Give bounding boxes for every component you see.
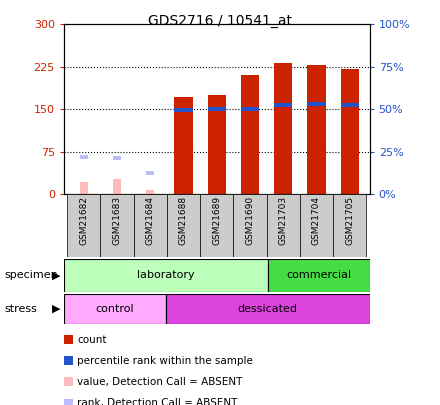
- Bar: [307, 102, 326, 106]
- Text: GSM21690: GSM21690: [246, 196, 254, 245]
- Text: dessicated: dessicated: [238, 304, 298, 314]
- Bar: [233, 194, 267, 257]
- Text: ▶: ▶: [51, 304, 60, 314]
- Bar: [100, 194, 134, 257]
- Text: GSM21704: GSM21704: [312, 196, 321, 245]
- Bar: [241, 75, 259, 194]
- Text: GSM21703: GSM21703: [279, 196, 288, 245]
- Bar: [241, 107, 259, 111]
- Bar: [208, 95, 226, 194]
- Bar: [146, 190, 154, 194]
- Bar: [341, 103, 359, 107]
- Bar: [113, 179, 121, 194]
- Text: commercial: commercial: [286, 271, 351, 280]
- Bar: [174, 109, 193, 113]
- Text: GSM21705: GSM21705: [345, 196, 354, 245]
- Bar: [113, 156, 121, 160]
- Text: GSM21688: GSM21688: [179, 196, 188, 245]
- Bar: [64, 294, 166, 324]
- Bar: [300, 194, 333, 257]
- Bar: [268, 259, 370, 292]
- Bar: [307, 65, 326, 194]
- Bar: [166, 294, 370, 324]
- Text: value, Detection Call = ABSENT: value, Detection Call = ABSENT: [77, 377, 242, 387]
- Bar: [80, 182, 88, 194]
- Bar: [267, 194, 300, 257]
- Bar: [200, 194, 233, 257]
- Bar: [333, 194, 366, 257]
- Text: ▶: ▶: [51, 271, 60, 280]
- Text: laboratory: laboratory: [137, 271, 194, 280]
- Bar: [167, 194, 200, 257]
- Text: GSM21683: GSM21683: [113, 196, 121, 245]
- Bar: [80, 155, 88, 159]
- Bar: [208, 107, 226, 111]
- Text: GSM21689: GSM21689: [212, 196, 221, 245]
- Bar: [134, 194, 167, 257]
- Bar: [64, 259, 268, 292]
- Text: control: control: [95, 304, 134, 314]
- Text: count: count: [77, 335, 106, 345]
- Text: specimen: specimen: [4, 271, 58, 280]
- Text: GSM21684: GSM21684: [146, 196, 155, 245]
- Text: stress: stress: [4, 304, 37, 314]
- Bar: [274, 103, 292, 107]
- Bar: [341, 68, 359, 194]
- Text: GSM21682: GSM21682: [79, 196, 88, 245]
- Text: GDS2716 / 10541_at: GDS2716 / 10541_at: [148, 14, 292, 28]
- Bar: [146, 171, 154, 175]
- Bar: [67, 194, 100, 257]
- Bar: [174, 97, 193, 194]
- Text: percentile rank within the sample: percentile rank within the sample: [77, 356, 253, 366]
- Bar: [274, 63, 292, 194]
- Text: rank, Detection Call = ABSENT: rank, Detection Call = ABSENT: [77, 398, 237, 405]
